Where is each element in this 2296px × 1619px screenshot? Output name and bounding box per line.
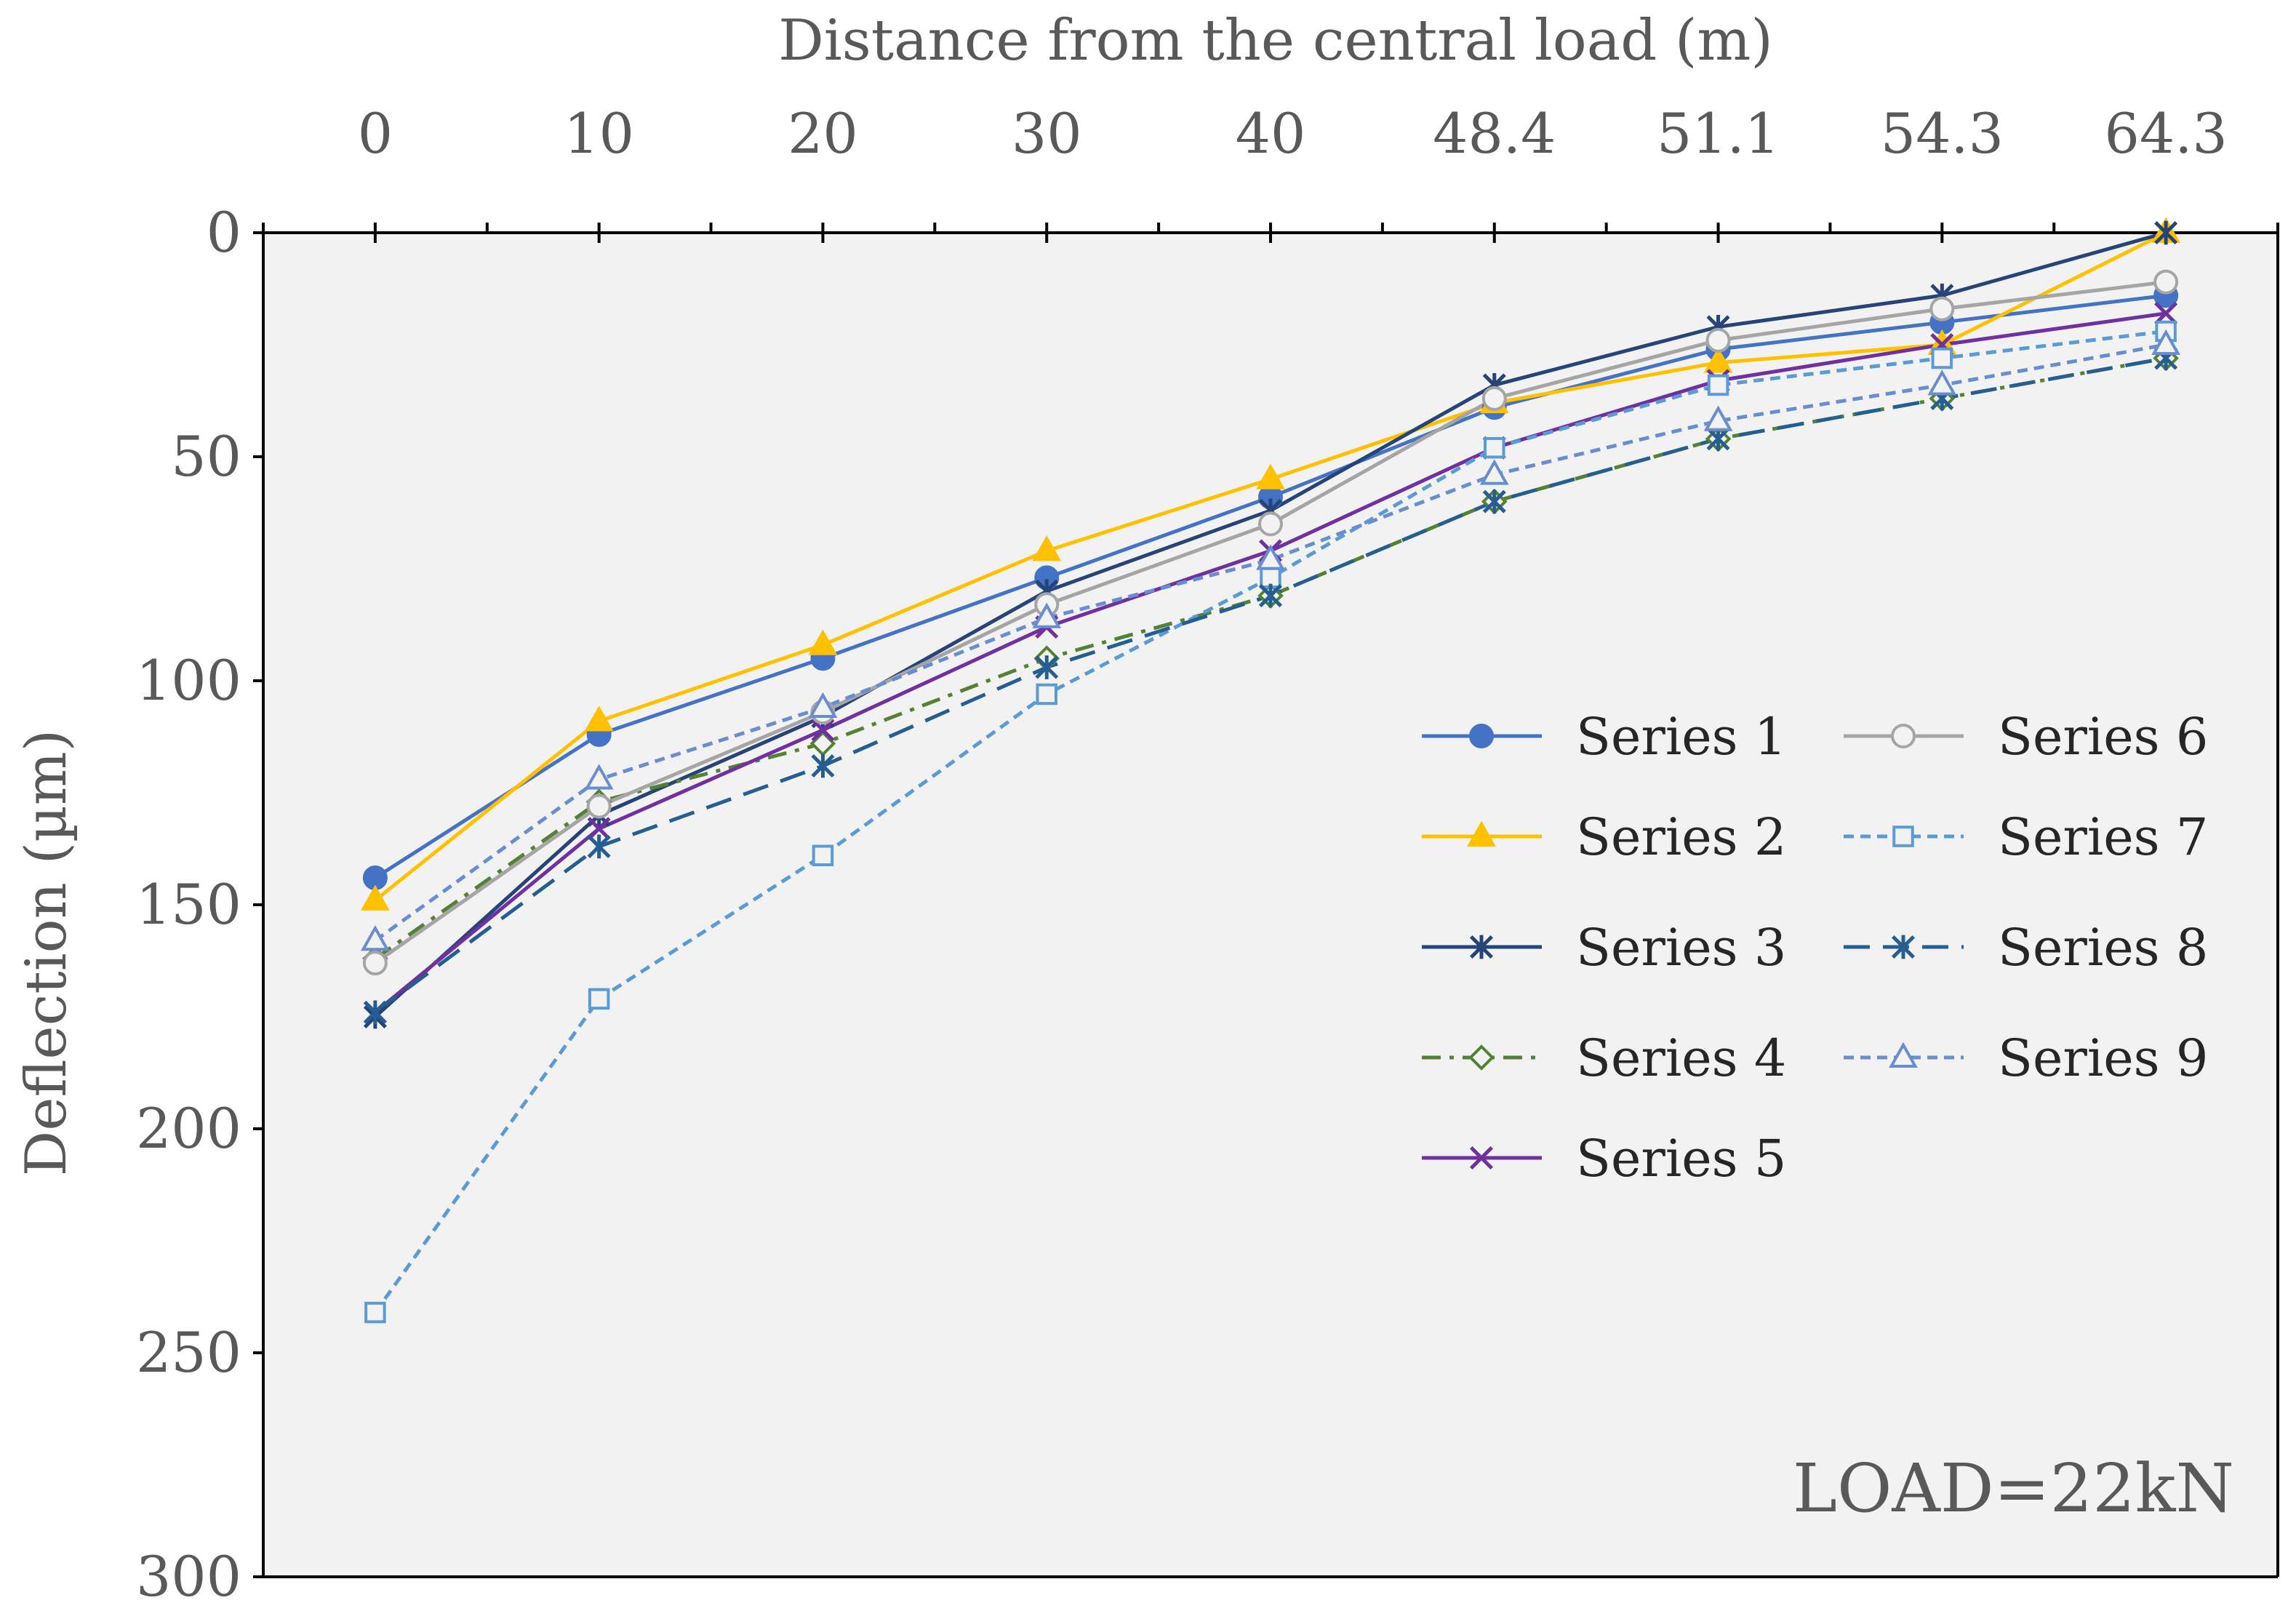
series-7-point	[364, 1301, 386, 1324]
series-9-point	[360, 924, 390, 951]
series-7-point	[812, 844, 834, 866]
plot-area-background	[263, 233, 2278, 1577]
series-6-point	[1929, 296, 1955, 321]
legend-label: Series 5	[1576, 1129, 1786, 1188]
y-tick-label: 50	[171, 424, 241, 489]
series-6-point	[586, 793, 612, 819]
x-tick-label: 51.1	[1657, 101, 1780, 166]
legend-swatch-marker	[1469, 935, 1494, 959]
series-6-point	[1705, 327, 1731, 353]
series-9-point	[808, 692, 838, 718]
series-5-point	[811, 718, 835, 742]
y-tick-label: 300	[136, 1544, 241, 1609]
series-9-point	[1927, 369, 1957, 396]
y-tick-label: 100	[136, 648, 241, 713]
series-9-point	[1256, 544, 1285, 570]
series-markers	[360, 217, 2181, 1324]
legend-swatch-marker	[1891, 935, 1916, 959]
series-9-point	[1703, 405, 1733, 431]
legend-swatch-marker	[1889, 1042, 1918, 1068]
series-3-point	[2154, 220, 2178, 245]
series-2-point	[808, 629, 838, 655]
series-7-point	[588, 988, 610, 1010]
legend-label: Series 9	[1998, 1028, 2208, 1088]
x-axis-title: Distance from the central load (m)	[778, 8, 1773, 73]
legend-label: Series 1	[1576, 707, 1786, 767]
x-tick-label: 10	[564, 101, 634, 166]
legend-label: Series 3	[1576, 918, 1786, 978]
y-tick-label: 0	[207, 200, 241, 265]
legend-swatch-marker	[1892, 826, 1914, 847]
series-6-point	[1481, 385, 1507, 411]
load-annotation: LOAD=22kN	[1793, 1450, 2234, 1527]
series-9-point	[1032, 602, 1062, 628]
series-7-point	[1707, 374, 1729, 396]
legend-swatch-marker	[1468, 1044, 1495, 1071]
legend-label: Series 7	[1998, 807, 2208, 867]
series-2-point	[1032, 535, 1062, 561]
series-7-point	[1036, 683, 1057, 705]
series-2-point	[1703, 347, 1733, 373]
series-5-point	[2154, 301, 2178, 325]
series-6-point	[362, 951, 388, 976]
series-6-point	[1258, 511, 1283, 537]
series-9-point	[2151, 329, 2181, 355]
axes: 0 10 20 30 40 48.4 51.1 54.3 64.3 0 50 100 150 200 250…	[136, 101, 2279, 1609]
y-axis-title: Deflection (µm)	[14, 729, 79, 1176]
series-8-point	[587, 834, 611, 859]
x-tick-label: 30	[1012, 101, 1082, 166]
x-tick-label: 64.3	[2105, 101, 2228, 166]
x-tick-label: 20	[788, 101, 858, 166]
series-2-point	[360, 884, 390, 911]
series-7-point	[1484, 436, 1505, 459]
series-9-point	[1479, 459, 1509, 485]
legend-label: Series 2	[1576, 807, 1786, 867]
legend-label: Series 4	[1576, 1028, 1786, 1088]
legend-swatch-marker	[1467, 820, 1496, 847]
legend-swatch-marker	[1891, 724, 1916, 748]
y-tick-label: 150	[136, 872, 241, 937]
series-2-point	[1256, 463, 1285, 489]
series-5-point	[587, 817, 611, 841]
series-8-point	[363, 1000, 387, 1025]
x-tick-label: 54.3	[1881, 101, 2004, 166]
series-6-point	[2153, 269, 2179, 295]
x-tick-label: 40	[1236, 101, 1306, 166]
legend-swatch-marker	[1469, 1146, 1494, 1170]
series-9-point	[584, 764, 614, 790]
series-8-point	[1035, 655, 1059, 679]
legend-label: Series 8	[1998, 918, 2208, 978]
series-line-9	[374, 343, 2167, 943]
y-tick-label: 250	[136, 1320, 241, 1385]
series-8-point	[811, 753, 835, 778]
series-8-point	[1482, 489, 1506, 513]
legend: Series 1 Series 2 Series 3 Series 4 Series 5…	[1422, 707, 2208, 1188]
legend-label: Series 6	[1998, 707, 2208, 767]
series-2-point	[584, 705, 614, 732]
x-tick-label: 48.4	[1433, 101, 1556, 166]
x-tick-label: 0	[358, 101, 393, 166]
y-tick-label: 200	[136, 1096, 241, 1161]
series-7-point	[1931, 347, 1953, 369]
series-8-point	[1258, 583, 1283, 608]
legend-swatch-marker	[1469, 724, 1494, 748]
